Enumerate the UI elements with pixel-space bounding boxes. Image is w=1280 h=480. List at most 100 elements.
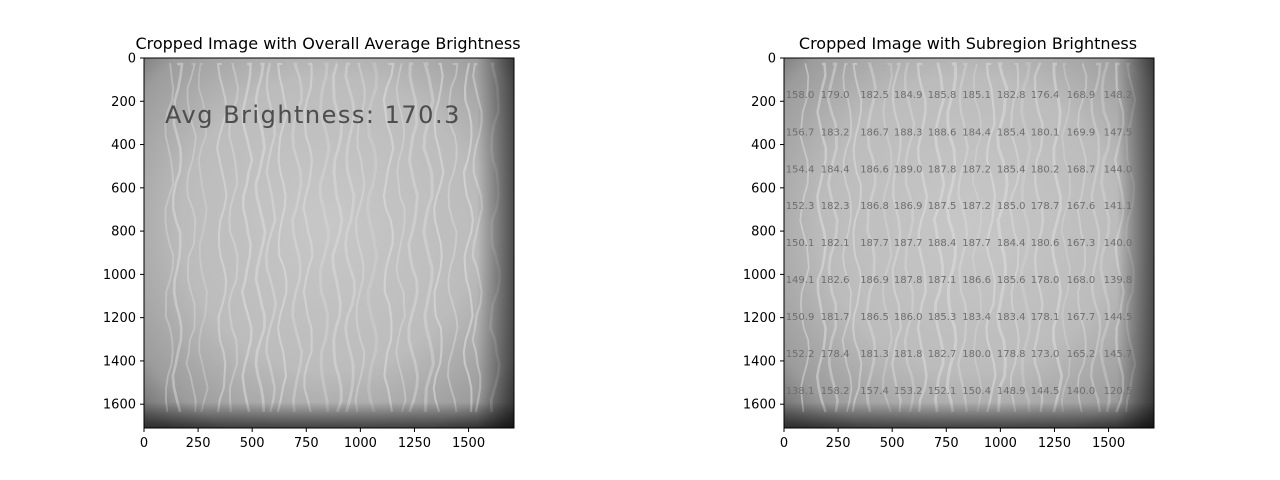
y-tick-label: 1600 <box>103 398 136 413</box>
subregion-value: 181.7 <box>821 312 850 323</box>
subregion-value: 186.5 <box>860 312 889 323</box>
subregion-value: 184.9 <box>894 90 923 101</box>
subregion-value: 186.0 <box>894 312 923 323</box>
subregion-value: 120.5 <box>1104 386 1133 397</box>
subregion-value: 168.9 <box>1067 90 1096 101</box>
y-tick-label: 1000 <box>743 268 776 283</box>
subregion-value: 186.9 <box>860 275 889 286</box>
subregion-value: 178.7 <box>1031 201 1060 212</box>
y-tick-label: 800 <box>111 225 136 240</box>
y-tick-label: 200 <box>111 95 136 110</box>
subregion-value: 168.7 <box>1067 164 1096 175</box>
subregion-value: 178.0 <box>1031 275 1060 286</box>
subregion-value: 187.2 <box>962 164 991 175</box>
subregion-value: 183.4 <box>962 312 991 323</box>
subregion-value: 156.7 <box>786 127 815 138</box>
subregion-value: 185.0 <box>997 201 1026 212</box>
subregion-value: 185.6 <box>997 275 1026 286</box>
x-tick-label: 750 <box>294 436 319 451</box>
subregion-value: 168.0 <box>1067 275 1096 286</box>
left-image-edge-bottom <box>144 58 514 428</box>
y-tick-label: 400 <box>751 138 776 153</box>
subregion-value: 184.4 <box>997 238 1026 249</box>
subregion-value: 167.7 <box>1067 312 1096 323</box>
right-image-edge-bottom <box>784 58 1154 428</box>
subregion-value: 182.6 <box>821 275 850 286</box>
subregion-value: 167.6 <box>1067 201 1096 212</box>
subregion-value: 148.9 <box>997 386 1026 397</box>
subregion-value: 186.6 <box>860 164 889 175</box>
x-tick-label: 250 <box>826 436 851 451</box>
x-tick-label: 0 <box>780 436 788 451</box>
x-tick-label: 1250 <box>1038 436 1071 451</box>
left-axes-frame <box>143 57 515 429</box>
right-axis-ticks: 0 250 500 750 1000 1250 1500 0 200 400 600 800 1000 1… <box>743 52 1125 452</box>
subregion-value: 182.7 <box>928 349 957 360</box>
subregion-value: 178.1 <box>1031 312 1060 323</box>
subregion-value: 138.1 <box>786 386 815 397</box>
subregion-value: 186.6 <box>962 275 991 286</box>
x-tick-label: 750 <box>934 436 959 451</box>
subregion-value: 185.3 <box>928 312 957 323</box>
y-tick-label: 1400 <box>743 354 776 369</box>
subregion-value: 183.4 <box>997 312 1026 323</box>
y-tick-label: 400 <box>111 138 136 153</box>
subregion-value: 144.5 <box>1104 312 1133 323</box>
subregion-value: 185.4 <box>997 127 1026 138</box>
subregion-value: 185.4 <box>997 164 1026 175</box>
y-tick-label: 1400 <box>103 354 136 369</box>
subregion-value: 141.1 <box>1104 201 1133 212</box>
subregion-value: 157.4 <box>860 386 889 397</box>
subregion-value: 173.0 <box>1031 349 1060 360</box>
subregion-value: 186.8 <box>860 201 889 212</box>
subregion-value: 169.9 <box>1067 127 1096 138</box>
subregion-value: 145.7 <box>1104 349 1133 360</box>
subregion-value: 152.3 <box>786 201 815 212</box>
subregion-value: 179.0 <box>821 90 850 101</box>
subregion-value: 187.8 <box>894 275 923 286</box>
y-tick-label: 600 <box>751 181 776 196</box>
x-tick-label: 1500 <box>452 436 485 451</box>
subregion-value: 150.9 <box>786 312 815 323</box>
subregion-value: 140.0 <box>1067 386 1096 397</box>
right-image-panel: 158.0 179.0 182.5 184.9 185.8 185.1 182.8 176.4… <box>743 52 1155 452</box>
x-tick-label: 250 <box>186 436 211 451</box>
subregion-value: 176.4 <box>1031 90 1060 101</box>
subregion-value: 149.1 <box>786 275 815 286</box>
subregion-value: 185.1 <box>962 90 991 101</box>
subregion-value: 187.2 <box>962 201 991 212</box>
subregion-value: 144.5 <box>1031 386 1060 397</box>
subregion-value: 182.8 <box>997 90 1026 101</box>
left-axis-ticks: 0 250 500 750 1000 1250 1500 0 200 400 600 800 1000 1… <box>103 52 485 452</box>
subregion-value: 178.4 <box>821 349 850 360</box>
subregion-value: 188.4 <box>928 238 957 249</box>
right-axes-frame <box>783 57 1155 429</box>
subregion-value: 153.2 <box>894 386 923 397</box>
subregion-value: 180.6 <box>1031 238 1060 249</box>
subregion-value: 144.0 <box>1104 164 1133 175</box>
subregion-value: 180.1 <box>1031 127 1060 138</box>
subregion-value: 184.4 <box>962 127 991 138</box>
subregion-value: 187.7 <box>860 238 889 249</box>
subregion-value: 187.7 <box>894 238 923 249</box>
y-tick-label: 1000 <box>103 268 136 283</box>
subregion-value: 140.0 <box>1104 238 1133 249</box>
subregion-value: 188.6 <box>928 127 957 138</box>
y-tick-label: 0 <box>768 52 776 67</box>
subregion-value: 165.2 <box>1067 349 1096 360</box>
x-tick-label: 1000 <box>984 436 1017 451</box>
subregion-value: 188.3 <box>894 127 923 138</box>
y-tick-label: 1600 <box>743 398 776 413</box>
subregion-value: 184.4 <box>821 164 850 175</box>
y-tick-label: 600 <box>111 181 136 196</box>
subregion-value: 185.8 <box>928 90 957 101</box>
subregion-value: 181.3 <box>860 349 889 360</box>
subregion-value: 154.4 <box>786 164 815 175</box>
y-tick-label: 0 <box>128 52 136 67</box>
subregion-value: 183.2 <box>821 127 850 138</box>
subregion-value: 148.2 <box>1104 90 1133 101</box>
avg-brightness-annotation: Avg Brightness: 170.3 <box>165 101 461 129</box>
subregion-value: 182.1 <box>821 238 850 249</box>
subregion-value: 186.7 <box>860 127 889 138</box>
right-panel-title: Cropped Image with Subregion Brightness <box>799 34 1137 53</box>
